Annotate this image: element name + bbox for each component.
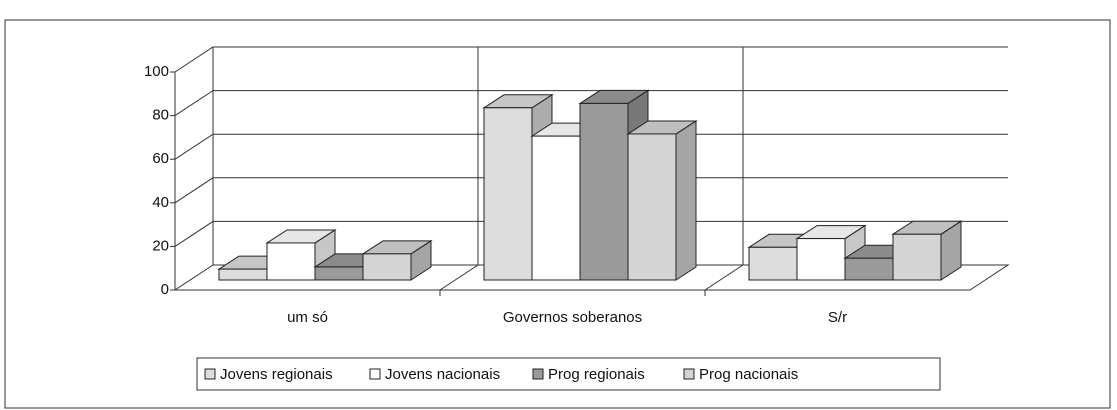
bar-front	[483, 107, 533, 281]
bar-front	[362, 253, 412, 281]
grid-line	[174, 220, 1008, 247]
floor-divider	[704, 264, 744, 291]
bar-front	[266, 242, 316, 281]
legend-label: Jovens nacionais	[385, 366, 500, 383]
legend-swatch	[532, 368, 544, 380]
grid-line	[174, 133, 1008, 160]
legend-label: Jovens regionais	[220, 366, 333, 383]
x-tick-label: Governos soberanos	[503, 309, 642, 326]
legend-label: Prog regionais	[548, 366, 645, 383]
grid-line	[174, 46, 1008, 73]
bar-front	[314, 266, 364, 281]
grid-line	[174, 177, 1008, 204]
legend-label: Prog nacionais	[699, 366, 798, 383]
grid-line	[174, 90, 1008, 117]
legend-swatch	[369, 368, 381, 380]
y-tick-label: 100	[144, 63, 169, 80]
bar-front	[579, 102, 629, 281]
bar-front	[748, 246, 798, 281]
bar	[626, 120, 698, 281]
y-tick-label: 80	[152, 107, 169, 124]
bar-front	[796, 238, 846, 281]
bar	[361, 239, 433, 281]
bar-front	[218, 268, 268, 281]
legend-box	[196, 357, 941, 391]
y-tick-label: 40	[152, 194, 169, 211]
legend-swatch	[683, 368, 695, 380]
floor-divider	[439, 264, 479, 291]
y-tick-label: 20	[152, 237, 169, 254]
bar-front	[892, 233, 942, 281]
x-tick-label: um só	[287, 309, 328, 326]
bar	[891, 220, 963, 281]
bar-front	[627, 133, 677, 281]
legend-swatch	[204, 368, 216, 380]
y-tick-label: 0	[161, 281, 169, 298]
y-tick-label: 60	[152, 150, 169, 167]
bar-side	[675, 120, 697, 281]
bar-front	[531, 135, 581, 281]
bar-front	[844, 257, 894, 281]
x-tick-label: S/r	[828, 309, 847, 326]
